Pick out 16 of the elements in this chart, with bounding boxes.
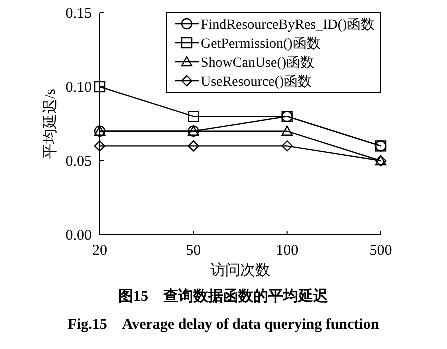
y-tick-label: 0.00 — [66, 228, 92, 244]
legend-label: UseResource()函数 — [201, 74, 312, 90]
legend-label: ShowCanUse()函数 — [201, 55, 315, 71]
x-axis-title: 访问次数 — [210, 262, 270, 279]
text: Fig.15 Average delay of data querying function — [68, 317, 380, 333]
y-axis-title: 平均延迟/s — [42, 88, 59, 160]
y-tick-label: 0.05 — [66, 154, 92, 170]
y-tick-label: 0.10 — [66, 80, 92, 96]
x-tick-label: 500 — [370, 243, 392, 259]
legend-label: GetPermission()函数 — [201, 36, 321, 52]
y-tick-label: 0.15 — [66, 6, 92, 22]
text: 图15 查询数据函数的平均延迟 — [118, 288, 330, 305]
x-tick-label: 100 — [276, 243, 299, 259]
x-tick-label: 20 — [92, 243, 108, 259]
x-tick-label: 50 — [186, 243, 202, 259]
legend-label: FindResourceByRes_ID()函数 — [201, 17, 376, 33]
